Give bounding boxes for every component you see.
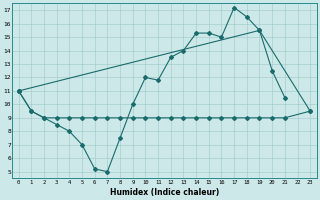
X-axis label: Humidex (Indice chaleur): Humidex (Indice chaleur) (110, 188, 219, 197)
